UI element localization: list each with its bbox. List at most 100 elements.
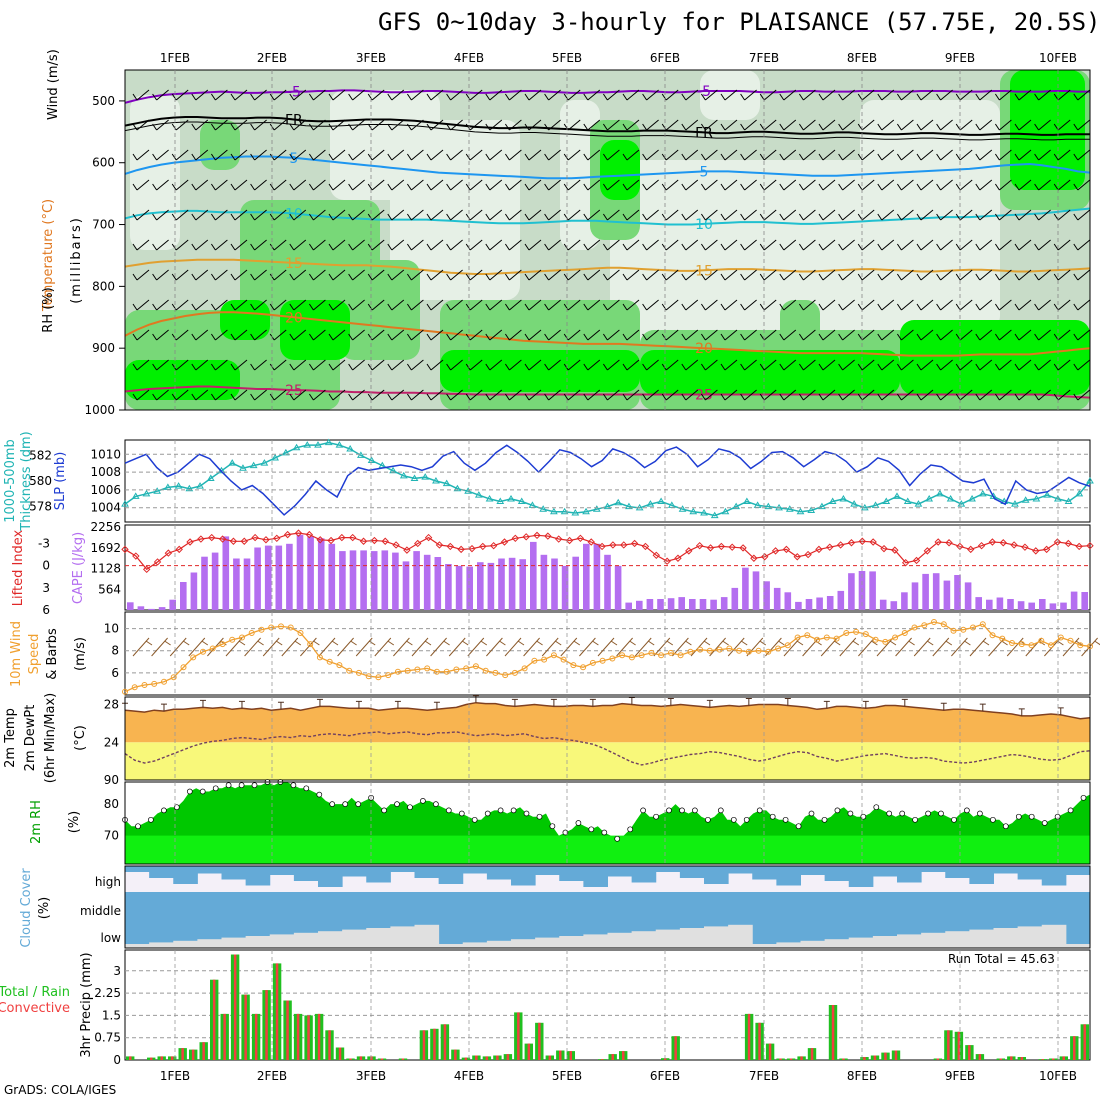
wind-barb — [700, 359, 718, 371]
li-point — [283, 530, 292, 539]
rh2m-point — [899, 810, 906, 817]
thickness-point — [303, 441, 312, 448]
li-point — [511, 534, 520, 543]
wind-barb — [367, 89, 385, 101]
wind-barb — [916, 239, 934, 251]
rh2m-point — [640, 807, 646, 814]
wind-barb — [485, 119, 503, 131]
cape-bar — [211, 552, 219, 610]
rh-fill-region — [640, 350, 900, 395]
wind-barb — [446, 389, 463, 401]
wind-barb — [308, 239, 326, 251]
wind-barb — [465, 89, 483, 101]
wind-barb — [446, 149, 463, 161]
li-point — [967, 545, 975, 554]
wind-barb — [465, 209, 483, 221]
wind-barb — [916, 89, 934, 101]
li-point — [218, 535, 227, 543]
wind-barb — [622, 149, 640, 161]
wind-barb — [838, 149, 855, 161]
wind-speed-point — [180, 664, 187, 671]
wind-barb — [328, 239, 346, 251]
thickness-point — [678, 505, 687, 512]
wind-barb — [367, 359, 385, 371]
wind-barb — [838, 89, 855, 101]
rh2m-point — [808, 810, 815, 817]
wind-barb — [877, 389, 895, 401]
wind-barb — [289, 359, 307, 371]
wind-speed-point — [950, 627, 957, 634]
wind-barb — [798, 299, 816, 311]
temp-maxmin-bar — [355, 700, 362, 709]
wind-barb — [661, 389, 679, 401]
wind-barb — [994, 269, 1012, 281]
wind-barb — [838, 209, 855, 221]
wind-barb — [700, 149, 718, 161]
wind-speed-point — [960, 626, 967, 633]
wind-barb — [661, 179, 679, 191]
li-point — [945, 539, 953, 547]
precip-convective-bar — [768, 1043, 772, 1060]
thickness-point — [453, 484, 462, 492]
cape-bar — [784, 592, 792, 610]
precip-convective-bar — [957, 1031, 961, 1060]
wind-speed-point — [385, 672, 392, 679]
wind-barb — [720, 299, 738, 311]
isotherm-label: 25 — [285, 383, 303, 399]
cape-bar — [1017, 601, 1025, 610]
temp-tick-label: 24 — [104, 735, 119, 749]
thickness-point — [174, 482, 183, 489]
wind-barb — [583, 239, 601, 251]
wind-barb — [152, 359, 169, 371]
wind-barb — [191, 149, 209, 161]
wind-barb — [152, 239, 169, 251]
li-point — [674, 554, 682, 562]
cape-bar — [530, 541, 537, 610]
wind-speed-point — [853, 628, 860, 635]
surface-wind-barb — [355, 637, 376, 657]
li-point — [620, 541, 628, 549]
precip-convective-bar — [758, 1022, 761, 1060]
wind-barb — [308, 209, 326, 221]
wind-barb — [661, 239, 679, 251]
wind-barb — [602, 89, 620, 101]
thickness-line — [124, 441, 1091, 517]
wind-barb — [896, 389, 914, 401]
wind-barb — [602, 239, 620, 251]
precip-convective-bar — [1020, 1057, 1024, 1060]
wind-barb — [798, 269, 816, 281]
temp-maxmin-bar — [199, 699, 206, 708]
cloud-low-segment — [535, 937, 560, 948]
wind-barb — [485, 359, 503, 371]
wind-barb — [485, 269, 503, 281]
wind-barb — [132, 389, 150, 401]
temp-maxmin-bar — [238, 700, 245, 709]
wind-barb — [1014, 179, 1032, 191]
rh2m-point — [173, 804, 180, 811]
rh2m-point — [186, 788, 193, 795]
wind-barb — [583, 89, 601, 101]
wind-barb — [1034, 209, 1051, 221]
wind-barb — [387, 149, 405, 161]
cape-bar — [1070, 591, 1078, 610]
wind-barb — [818, 389, 836, 401]
cloud-high-segment — [390, 866, 415, 872]
wind-speed-point — [453, 666, 460, 673]
wind-barb — [563, 299, 581, 311]
precip-tick-label: 3 — [113, 964, 121, 978]
wind-barb — [798, 329, 816, 341]
cloud-row-high: high — [95, 875, 121, 889]
surface-wind-barb — [169, 637, 190, 657]
wind-barb — [308, 299, 326, 311]
wind-barb — [779, 299, 797, 311]
precip-convective-bar — [1062, 1056, 1065, 1060]
wind-barb — [936, 89, 953, 101]
wind-barb — [465, 359, 483, 371]
wind-barb — [465, 329, 483, 341]
wind-panel-frame — [124, 611, 1091, 696]
precip-convective-bar — [338, 1047, 342, 1060]
rh2m-point — [821, 816, 828, 823]
thickness-point — [743, 497, 751, 504]
thickness-point — [603, 502, 612, 510]
rh-tick-label: 80 — [104, 797, 119, 811]
